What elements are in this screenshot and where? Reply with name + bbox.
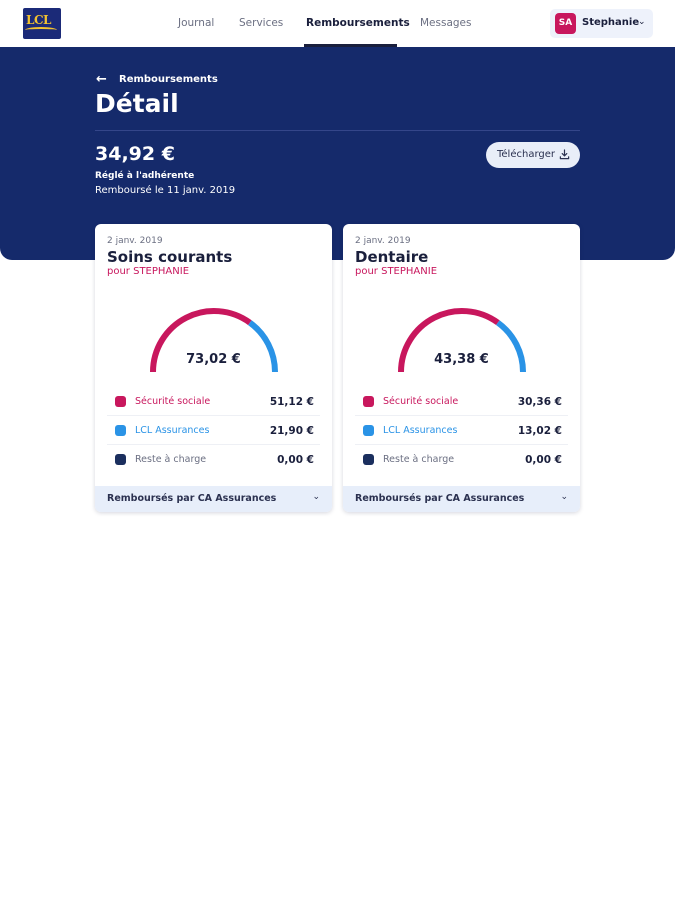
user-menu[interactable]: SA Stephanie ⌄ <box>550 9 653 38</box>
breakdown-row-lcl-assurances: LCL Assurances 13,02 € <box>355 418 568 444</box>
gauge-segment-securite-sociale <box>398 308 500 373</box>
gauge-total: 43,38 € <box>434 352 489 367</box>
row-label: Reste à charge <box>135 454 207 465</box>
gauge-segment-lcl-assurances <box>495 320 526 373</box>
main-nav: Journal Services Remboursements Messages <box>0 0 675 47</box>
download-label: Télécharger <box>497 149 556 160</box>
card-date: 2 janv. 2019 <box>355 236 411 246</box>
paid-to-text: Réglé à l'adhérente <box>95 171 195 181</box>
card-footer-toggle[interactable]: Remboursés par CA Assurances ⌄ <box>95 486 332 512</box>
row-value: 0,00 € <box>525 454 562 466</box>
card-date: 2 janv. 2019 <box>107 236 163 246</box>
card-title: Dentaire <box>355 248 429 266</box>
back-label: Remboursements <box>119 74 218 85</box>
avatar: SA <box>555 13 576 34</box>
card-beneficiary: pour STEPHANIE <box>107 266 190 277</box>
row-label: Sécurité sociale <box>383 396 459 407</box>
row-divider <box>107 415 320 416</box>
row-divider <box>355 415 568 416</box>
footer-label: Remboursés par CA Assurances <box>107 493 277 504</box>
logo-text: LCL <box>26 13 51 27</box>
header-divider <box>95 130 580 131</box>
row-label: Sécurité sociale <box>135 396 211 407</box>
gauge-chart <box>150 308 278 373</box>
chevron-down-icon: ⌄ <box>312 492 320 502</box>
reimbursement-card-soins: 2 janv. 2019 Soins courants pour STEPHAN… <box>95 224 332 512</box>
lcl-assurances-swatch <box>115 425 126 436</box>
download-button[interactable]: Télécharger <box>486 142 580 168</box>
lcl-logo[interactable]: LCL <box>23 8 61 39</box>
logo-swoosh-icon <box>25 27 57 33</box>
breakdown-row-securite-sociale: Sécurité sociale 51,12 € <box>107 389 320 415</box>
breakdown-row-securite-sociale: Sécurité sociale 30,36 € <box>355 389 568 415</box>
total-amount: 34,92 € <box>95 143 175 165</box>
user-name: Stephanie <box>582 17 640 28</box>
card-title: Soins courants <box>107 248 233 266</box>
securite-sociale-swatch <box>115 396 126 407</box>
nav-item-remboursements[interactable]: Remboursements <box>306 17 410 29</box>
row-label: LCL Assurances <box>135 425 210 436</box>
nav-item-journal[interactable]: Journal <box>178 17 215 29</box>
chevron-down-icon: ⌄ <box>560 492 568 502</box>
gauge-segment-securite-sociale <box>150 308 252 373</box>
gauge-segment-lcl-assurances <box>248 320 278 373</box>
reimbursement-card-dentaire: 2 janv. 2019 Dentaire pour STEPHANIE 43,… <box>343 224 580 512</box>
securite-sociale-swatch <box>363 396 374 407</box>
row-divider <box>355 444 568 445</box>
row-label: LCL Assurances <box>383 425 458 436</box>
row-value: 30,36 € <box>517 396 562 408</box>
row-value: 0,00 € <box>277 454 314 466</box>
arrow-left-icon: ← <box>96 72 107 87</box>
gauge-total: 73,02 € <box>186 352 241 367</box>
row-label: Reste à charge <box>383 454 455 465</box>
top-bar: LCL Journal Services Remboursements Mess… <box>0 0 675 47</box>
reste-a-charge-swatch <box>115 454 126 465</box>
breakdown-row-lcl-assurances: LCL Assurances 21,90 € <box>107 418 320 444</box>
breakdown-row-reste-a-charge: Reste à charge 0,00 € <box>107 447 320 473</box>
reimbursed-date: Remboursé le 11 janv. 2019 <box>95 185 236 196</box>
row-value: 21,90 € <box>269 425 314 437</box>
reste-a-charge-swatch <box>363 454 374 465</box>
nav-active-indicator <box>304 44 397 47</box>
row-divider <box>107 444 320 445</box>
download-icon <box>559 149 570 160</box>
breakdown-row-reste-a-charge: Reste à charge 0,00 € <box>355 447 568 473</box>
row-value: 51,12 € <box>269 396 314 408</box>
page-title: Détail <box>95 89 179 118</box>
card-footer-toggle[interactable]: Remboursés par CA Assurances ⌄ <box>343 486 580 512</box>
lcl-assurances-swatch <box>363 425 374 436</box>
card-beneficiary: pour STEPHANIE <box>355 266 438 277</box>
nav-item-services[interactable]: Services <box>239 17 284 29</box>
nav-item-messages[interactable]: Messages <box>420 17 472 29</box>
row-value: 13,02 € <box>517 425 562 437</box>
footer-label: Remboursés par CA Assurances <box>355 493 525 504</box>
gauge-chart <box>398 308 526 373</box>
chevron-down-icon: ⌄ <box>638 17 646 27</box>
